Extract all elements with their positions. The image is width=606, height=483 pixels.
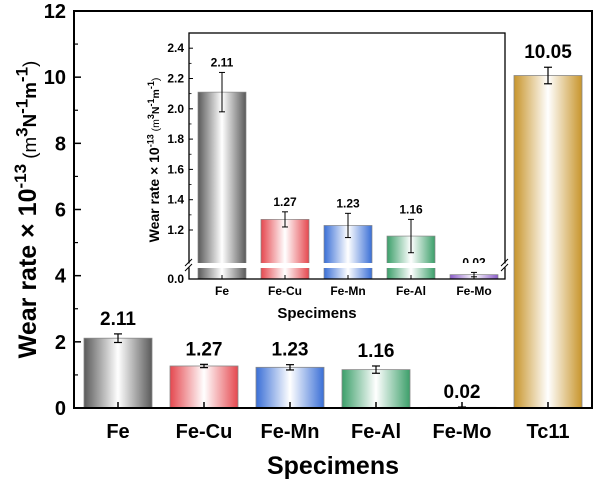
inset-x-tick-label: Fe-Cu (268, 284, 302, 298)
y-label-unit: (m (19, 137, 40, 164)
inset-x-tick-label: Fe-Al (396, 284, 426, 298)
y-tick-label: 2 (55, 332, 66, 354)
inset-error-bar (282, 211, 288, 228)
unit-part: m (19, 82, 40, 99)
inset-error-bar (219, 71, 225, 113)
bar-fe (83, 337, 153, 409)
axis-break-mark-right (500, 258, 509, 267)
x-tick-label: Tc11 (527, 421, 570, 443)
y-label-exponent: -13 (11, 164, 30, 189)
unit-sup: -1 (146, 98, 156, 106)
y-tick-label: 6 (55, 200, 66, 222)
x-tick-label: Fe-Mo (433, 421, 492, 443)
bar-tc11 (513, 75, 583, 409)
error-bar (286, 364, 294, 371)
x-axis-label: Specimens (267, 452, 399, 480)
unit-sup: -1 (12, 99, 31, 114)
inset-data-label: 1.27 (273, 195, 297, 209)
inset-data-label: 1.23 (336, 196, 360, 210)
inset-x-tick-label: Fe (215, 284, 229, 298)
unit-sup: 3 (12, 127, 31, 136)
inset-x-tick-label: Fe-Mo (456, 284, 491, 298)
unit-part: N (150, 106, 162, 114)
unit-part: ) (150, 78, 162, 82)
unit-sup: 3 (146, 114, 156, 119)
inset-bar-fe-cu (260, 219, 310, 280)
inset-y-tick-label: 0.0 (167, 272, 184, 286)
x-tick-label: Fe-Mn (261, 421, 320, 443)
y-label-main: Wear rate × 10 (146, 147, 162, 242)
unit-sup: -1 (146, 81, 156, 89)
axis-break-gap-right (503, 263, 508, 268)
data-label: 0.02 (444, 382, 481, 403)
inset-y-tick-label: 2.2 (167, 72, 184, 86)
y-label-main: Wear rate × 10 (14, 189, 42, 359)
data-label: 1.16 (358, 341, 395, 362)
x-tick-label: Fe-Al (351, 421, 401, 443)
inset-data-label: 1.16 (399, 202, 423, 216)
axis-break-gap-left (187, 263, 192, 268)
inset-error-bar (345, 212, 351, 239)
inset-x-tick-label: Fe-Mn (330, 284, 365, 298)
unit-part: m (150, 89, 162, 98)
unit-sup: -1 (12, 67, 31, 82)
y-label-unit: (m (150, 119, 162, 134)
inset-y-tick-label: 2.0 (167, 102, 184, 116)
y-tick-label: 0 (55, 398, 66, 420)
inset-error-bar (408, 218, 414, 254)
y-tick-label: 10 (44, 67, 66, 89)
y-tick-label: 8 (55, 133, 66, 155)
inset-y-tick-label: 2.4 (167, 41, 184, 55)
inset-bar-fe (197, 91, 247, 280)
inset-x-axis-label: Specimens (277, 305, 356, 322)
data-label: 10.05 (524, 42, 572, 63)
unit-part: ) (19, 61, 40, 67)
bar-fe-al (341, 369, 411, 409)
main-y-axis-label: Wear rate × 10-13 (m3N-1m-1) (11, 61, 42, 359)
data-label: 1.23 (272, 340, 309, 361)
x-tick-label: Fe (106, 421, 129, 443)
bar-fe-mn (255, 366, 325, 409)
error-bar (200, 363, 208, 369)
unit-part: N (19, 114, 40, 128)
inset-y-tick-label: 1.6 (167, 162, 184, 176)
inset-y-tick-label: 1.2 (167, 223, 184, 237)
inset-y-tick-label: 1.4 (167, 193, 184, 207)
axis-break-mark-right (500, 263, 509, 272)
y-tick-label: 12 (44, 1, 66, 23)
inset-data-label: 2.11 (211, 55, 234, 69)
axis-break-mark-left (184, 258, 193, 267)
axis-break-gap (183, 263, 501, 268)
y-tick-label: 4 (55, 266, 67, 288)
inset-y-tick-label: 1.8 (167, 132, 184, 146)
axis-break-mark-left (184, 263, 193, 272)
inset-frame (188, 32, 506, 280)
error-bar (372, 365, 380, 374)
data-label: 1.27 (186, 339, 223, 360)
y-label-exponent: -13 (145, 134, 155, 147)
error-bar (544, 66, 552, 85)
inset-y-axis-label: Wear rate × 10-13 (m3N-1m-1) (145, 78, 162, 243)
x-tick-label: Fe-Cu (176, 421, 233, 443)
data-label: 2.11 (100, 309, 136, 330)
bar-fe-cu (169, 365, 239, 409)
error-bar (114, 333, 122, 344)
